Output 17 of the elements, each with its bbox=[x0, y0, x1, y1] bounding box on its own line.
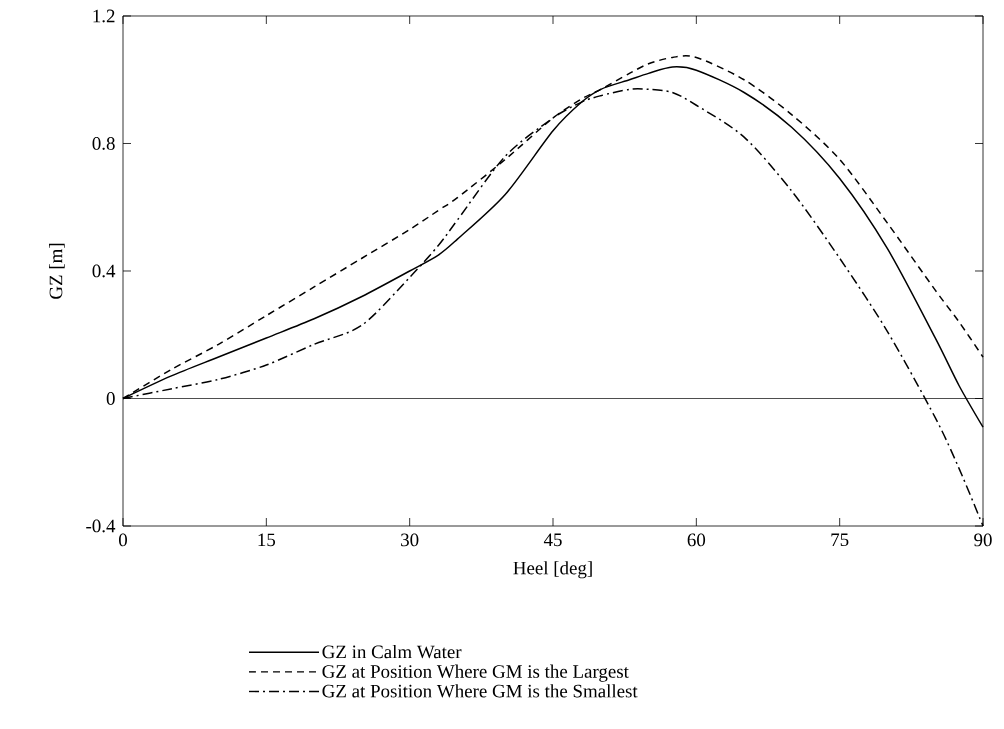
x-tick-label: 90 bbox=[974, 533, 992, 547]
x-tick-label: 60 bbox=[687, 533, 706, 547]
y-tick-label: 0 bbox=[106, 392, 115, 405]
x-axis-title: Heel [deg] bbox=[513, 561, 592, 579]
x-tick-label: 15 bbox=[258, 533, 276, 547]
y-axis-title: GZ [m] bbox=[49, 243, 65, 299]
x-tick-label: 0 bbox=[118, 533, 127, 547]
y-tick-label: 1.2 bbox=[93, 9, 115, 23]
y-tick-label: 0.8 bbox=[92, 137, 115, 150]
x-tick-label: 75 bbox=[831, 533, 849, 547]
legend-label: GZ at Position Where GM is the Smallest bbox=[322, 684, 638, 698]
y-tick-label: 0.4 bbox=[92, 264, 116, 278]
legend-label: GZ at Position Where GM is the Largest bbox=[322, 664, 629, 682]
x-tick-label: 30 bbox=[401, 533, 419, 547]
x-tick-label: 45 bbox=[543, 533, 562, 547]
y-tick-label: -0.4 bbox=[86, 519, 116, 533]
legend-label: GZ in Calm Water bbox=[322, 644, 462, 659]
